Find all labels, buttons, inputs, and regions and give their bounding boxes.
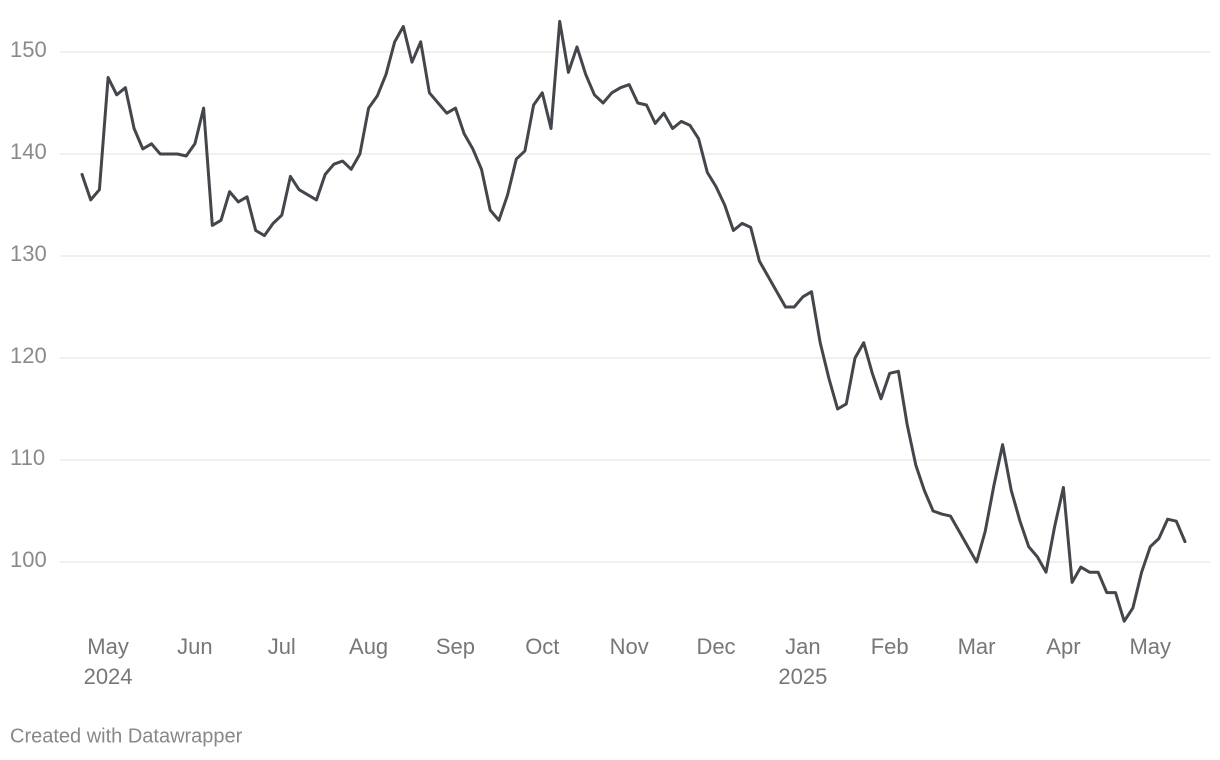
x-tick-label: Jul [268,634,296,659]
x-tick-label: Dec [696,634,735,659]
x-tick-label: Sep [436,634,475,659]
y-tick-label: 110 [10,445,45,470]
x-tick-label: Feb [871,634,909,659]
x-tick-label: May 2024 [84,634,133,689]
grid: 100 110 120 130 140 150 [10,37,1210,572]
credit: Created with Datawrapper [10,725,243,747]
x-tick-label: May [1129,634,1171,659]
y-tick-label: 140 [10,139,47,164]
y-tick-label: 100 [10,547,47,572]
plot [80,19,1187,623]
x-tick-label: Jan 2025 [778,634,827,689]
line [80,19,1187,623]
x-tick-label: Apr [1046,634,1080,659]
x-tick-label: Nov [610,634,649,659]
x-tick-label: Aug [349,634,388,659]
x-tick-label: Jun [177,634,212,659]
x-tick-label: Mar [958,634,996,659]
y-tick-label: 130 [10,241,47,266]
y-tick-label: 120 [10,343,47,368]
y-tick-label: 150 [10,37,47,62]
x-tick-label: Oct [525,634,559,659]
